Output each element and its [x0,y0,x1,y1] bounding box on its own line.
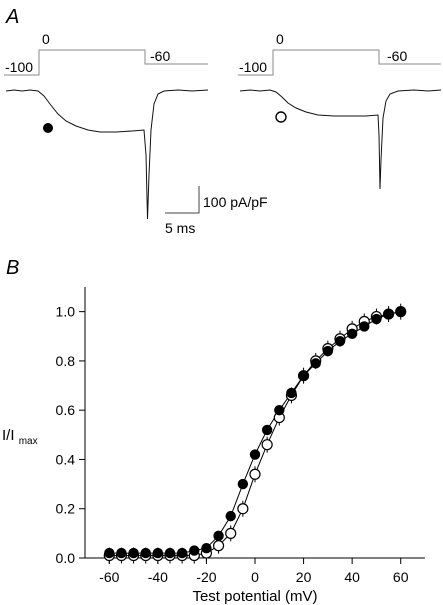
series-filled-circle [104,306,406,559]
data-point-open [225,527,237,539]
y-tick-label: 1.0 [56,304,76,320]
activation-chart: -60 -40 -20 0 20 40 60 0.0 0.2 0.4 0.6 0.8 1.0 Test… [2,287,425,605]
data-point-open [212,540,225,552]
y-axis-label: I/I max [2,427,38,447]
data-point-filled [213,530,224,542]
series-open-circle [103,303,407,564]
scale-bar: 100 pA/pF 5 ms [165,186,268,236]
x-ticks: -60 -40 -20 0 20 40 60 [99,558,409,585]
data-point-filled [128,547,139,559]
x-tick-label: 60 [393,569,409,585]
left-current-trace [5,89,209,220]
data-point-filled [286,387,297,399]
y-tick-label: 0.8 [56,353,76,369]
x-tick-label: -60 [99,569,119,585]
right-current-trace [239,89,442,190]
data-point-filled [334,336,346,347]
data-point-open [261,439,273,451]
data-point-filled [189,545,200,556]
left-voltage-protocol: -100 0 -60 [4,31,208,76]
data-point-filled [201,542,212,554]
scale-bar-time-label: 5 ms [165,220,195,236]
x-axis-label: Test potential (mV) [192,588,317,605]
data-point-filled [346,328,358,340]
data-point-open [249,468,261,480]
right-protocol-hold-label: -100 [239,59,267,75]
panel-a-label: A [5,6,19,28]
x-tick-label: 0 [251,569,259,585]
data-point-filled [261,424,273,436]
y-axis-label-main: I/I [2,427,15,444]
left-current-trace-line [5,89,209,220]
y-axis-label-subscript: max [19,436,38,447]
data-point-filled [104,547,115,559]
fit-curve [109,311,401,556]
data-point-filled [237,478,249,490]
left-filled-circle-marker [43,123,53,133]
data-point-filled [383,308,394,320]
data-point-filled [371,313,382,325]
x-tick-label: 20 [296,569,312,585]
left-protocol-hold-label: -100 [5,59,33,75]
scale-bar-lines [165,186,200,214]
y-tick-label: 0.4 [56,451,76,467]
data-point-filled [116,547,127,559]
data-point-filled [152,547,164,559]
data-point-filled [274,404,285,416]
scale-bar-current-label: 100 pA/pF [203,194,268,210]
left-protocol-step-label: 0 [42,31,50,47]
fit-curve [109,311,401,554]
data-point-open [237,503,249,515]
panel-b-label: B [6,257,19,279]
left-protocol-tail-label: -60 [150,48,170,64]
data-point-filled [176,547,188,559]
right-current-trace-line [239,89,442,190]
data-point-filled [310,358,321,369]
data-point-filled [164,547,176,559]
right-protocol-tail-label: -60 [387,48,407,64]
data-point-filled [225,510,236,522]
series-layer [103,303,407,564]
fit-curves [109,311,401,556]
y-tick-label: 0.0 [56,550,76,566]
data-point-filled [322,345,334,357]
y-tick-label: 0.2 [56,501,76,517]
x-tick-label: 40 [344,569,360,585]
right-protocol-step-label: 0 [276,31,284,47]
data-point-filled [249,449,261,460]
right-protocol-line [238,49,441,76]
x-tick-label: -40 [148,569,168,585]
right-open-circle-marker [275,111,287,123]
right-voltage-protocol: -100 0 -60 [238,31,441,76]
x-tick-label: -20 [196,569,216,585]
left-protocol-line [4,49,208,76]
data-point-filled [298,370,309,381]
y-ticks: 0.0 0.2 0.4 0.6 0.8 1.0 [56,304,85,566]
data-point-filled [140,547,151,559]
data-point-filled [359,321,370,332]
y-tick-label: 0.6 [56,402,76,418]
data-point-filled [395,306,406,317]
